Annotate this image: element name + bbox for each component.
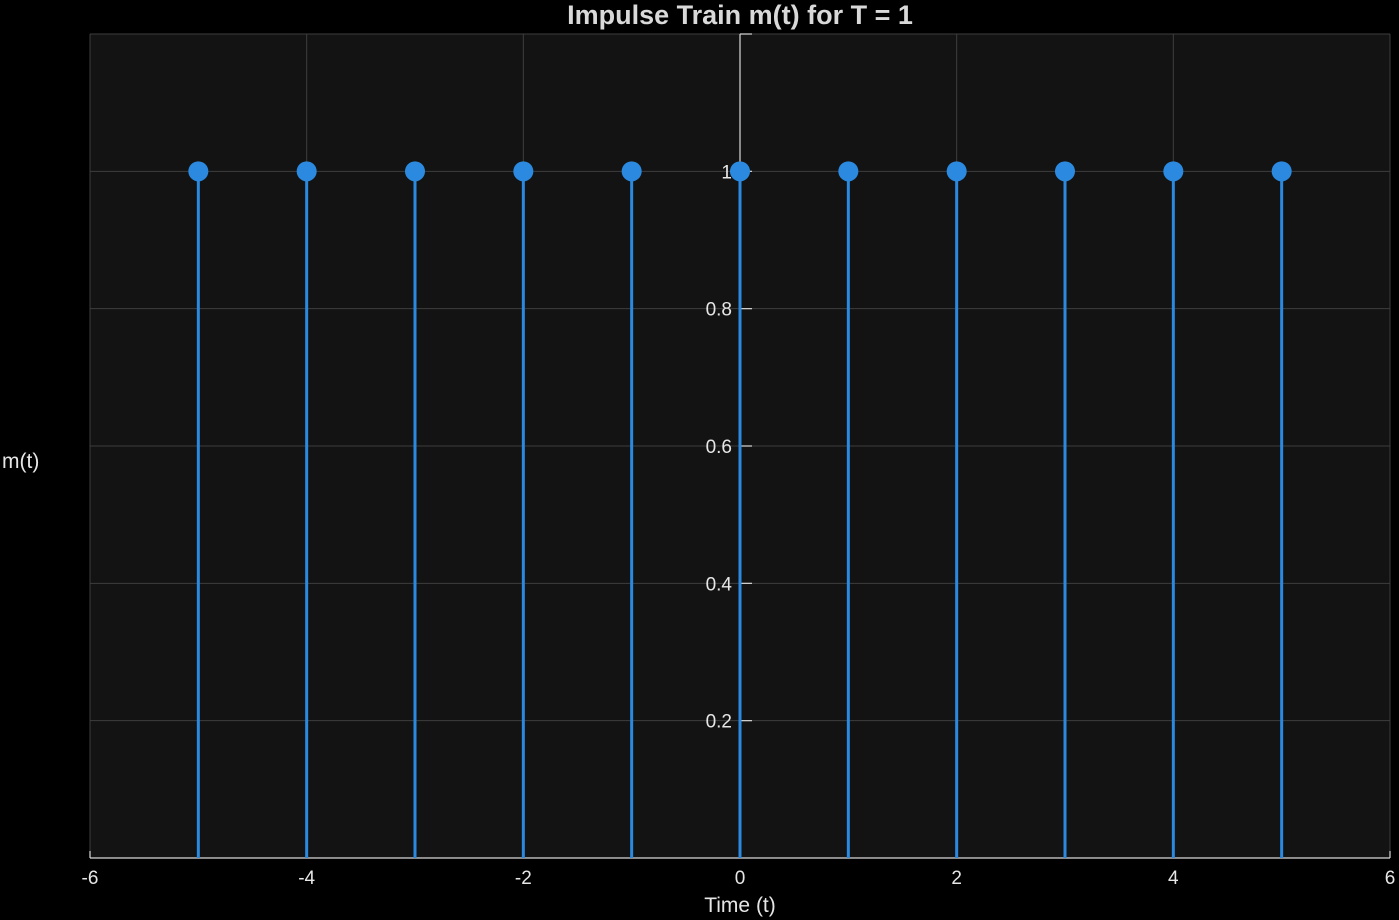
- stem-marker: [513, 161, 534, 182]
- stem-marker: [296, 161, 317, 182]
- x-tick-label: 0: [735, 868, 746, 889]
- y-tick-label: 0.6: [706, 437, 732, 458]
- y-tick-label: 0.8: [706, 300, 732, 321]
- y-tick-label: 1: [721, 162, 732, 183]
- y-tick-label: 0.2: [706, 712, 732, 733]
- stem-marker: [1271, 161, 1292, 182]
- stem-marker: [1055, 161, 1075, 182]
- x-tick-label: -4: [298, 868, 315, 889]
- stem-marker: [1163, 161, 1184, 182]
- x-tick-label: -2: [515, 868, 532, 889]
- x-tick-label: 6: [1385, 868, 1396, 889]
- y-axis-label: m(t): [2, 450, 39, 473]
- stem-series: [188, 161, 1292, 858]
- x-tick-label: 2: [951, 868, 962, 889]
- stem-marker: [838, 161, 859, 182]
- x-tick-label: -6: [82, 868, 99, 889]
- stem-marker: [946, 161, 967, 182]
- tick-labels: -6 -4 -2 0 2 4 6 0.2 0.4 0.6 0.8 1: [82, 162, 1396, 889]
- stem-marker: [188, 161, 209, 182]
- stem-marker: [405, 161, 425, 182]
- x-axis-label: Time (t): [704, 894, 776, 917]
- stem-marker: [621, 161, 642, 182]
- stem-marker: [730, 161, 750, 182]
- x-tick-label: 4: [1168, 868, 1179, 889]
- chart-title: Impulse Train m(t) for T = 1: [567, 0, 913, 30]
- y-tick-label: 0.4: [706, 574, 733, 595]
